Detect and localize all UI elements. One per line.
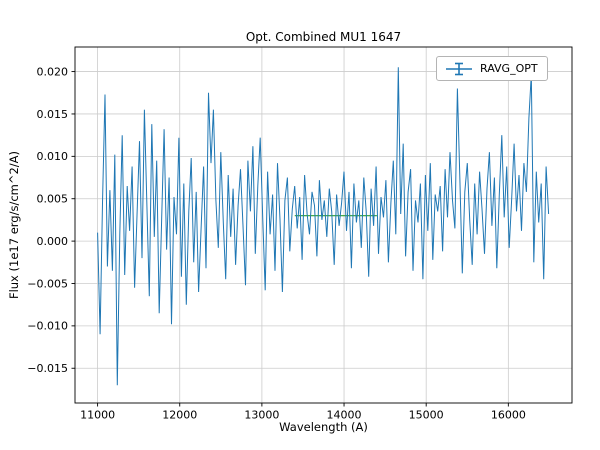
x-tick-label: 14000 xyxy=(327,409,362,422)
x-tick-label: 15000 xyxy=(409,409,444,422)
legend-label: RAVG_OPT xyxy=(480,62,538,75)
y-tick-label: 0.015 xyxy=(37,108,69,121)
errorbar-legend-sample-icon xyxy=(446,62,472,75)
x-tick-label: 11000 xyxy=(80,409,115,422)
y-tick-label: 0.010 xyxy=(37,150,69,163)
y-tick-label: 0.000 xyxy=(37,235,69,248)
x-tick-label: 12000 xyxy=(162,409,197,422)
axes-frame xyxy=(74,46,573,404)
y-tick-label: −0.005 xyxy=(27,277,68,290)
x-tick-label: 16000 xyxy=(491,409,526,422)
x-axis-label: Wavelength (A) xyxy=(279,420,368,434)
y-tick-label: 0.020 xyxy=(37,65,69,78)
legend: RAVG_OPT xyxy=(436,56,548,81)
y-tick-label: 0.005 xyxy=(37,193,69,206)
y-tick-label: −0.015 xyxy=(27,362,68,375)
x-tick-label: 13000 xyxy=(244,409,279,422)
spectrum-line xyxy=(97,67,550,386)
chart-title: Opt. Combined MU1 1647 xyxy=(245,30,402,44)
y-tick-label: −0.010 xyxy=(27,320,68,333)
